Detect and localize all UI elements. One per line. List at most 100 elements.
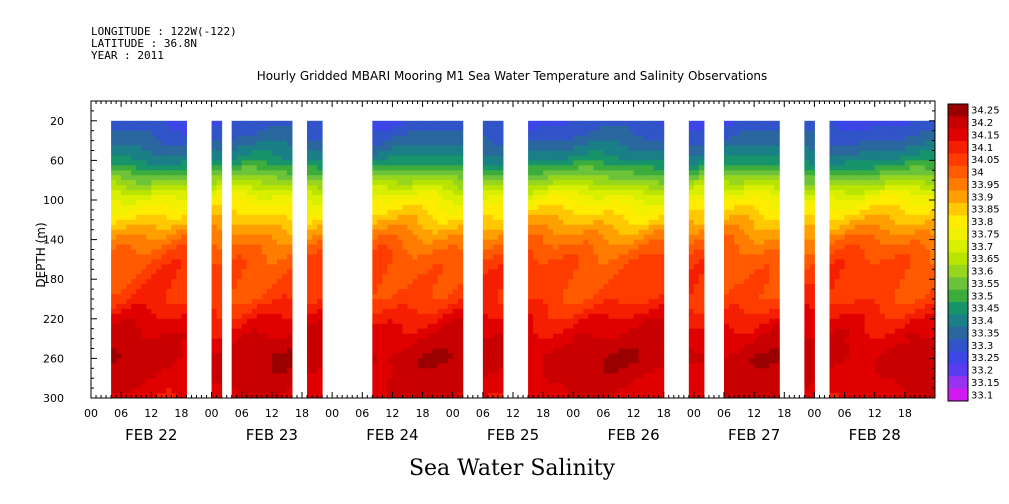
salinity-cell — [558, 175, 564, 181]
salinity-cell — [457, 229, 464, 236]
salinity-cell — [734, 224, 740, 231]
salinity-cell — [417, 318, 424, 325]
salinity-cell — [402, 363, 408, 369]
salinity-cell — [618, 209, 625, 216]
salinity-cell — [281, 214, 288, 221]
salinity-cell — [231, 224, 238, 231]
salinity-cell — [407, 279, 414, 285]
salinity-cell — [648, 323, 655, 330]
salinity-cell — [608, 190, 614, 196]
salinity-cell — [141, 200, 147, 206]
salinity-cell — [558, 303, 564, 310]
salinity-cell — [387, 130, 393, 137]
salinity-cell — [126, 284, 132, 290]
salinity-cell — [246, 195, 253, 201]
salinity-cell — [643, 155, 650, 161]
salinity-cell — [281, 308, 288, 315]
salinity-cell — [643, 125, 650, 132]
salinity-cell — [126, 239, 132, 246]
salinity-cell — [744, 244, 750, 250]
salinity-cell — [407, 239, 414, 246]
salinity-cell — [598, 308, 604, 315]
salinity-cell — [628, 185, 635, 191]
salinity-cell — [161, 200, 167, 206]
salinity-cell — [412, 284, 419, 290]
salinity-cell — [156, 383, 162, 389]
salinity-cell — [116, 323, 122, 330]
salinity-cell — [387, 378, 393, 384]
salinity-cell — [588, 294, 594, 300]
salinity-cell — [126, 249, 132, 255]
salinity-cell — [151, 303, 157, 310]
salinity-cell — [412, 299, 419, 305]
salinity-cell — [216, 234, 223, 241]
salinity-cell — [543, 204, 549, 211]
salinity-cell — [628, 383, 635, 389]
salinity-cell — [382, 244, 388, 250]
salinity-cell — [271, 274, 278, 280]
salinity-cell — [116, 363, 122, 369]
salinity-cell — [688, 130, 695, 137]
salinity-cell — [246, 264, 253, 270]
salinity-cell — [693, 160, 700, 166]
salinity-cell — [573, 269, 579, 275]
salinity-cell — [734, 180, 740, 186]
salinity-cell — [442, 269, 449, 275]
salinity-cell — [628, 303, 635, 310]
salinity-cell — [116, 264, 122, 270]
salinity-cell — [417, 244, 424, 250]
salinity-cell — [211, 378, 218, 384]
salinity-cell — [724, 219, 730, 226]
salinity-cell — [648, 140, 655, 147]
salinity-cell — [146, 388, 152, 394]
salinity-cell — [166, 130, 172, 137]
salinity-cell — [568, 338, 574, 345]
salinity-cell — [633, 214, 640, 221]
salinity-cell — [427, 348, 434, 354]
salinity-cell — [317, 135, 323, 142]
salinity-cell — [698, 284, 705, 290]
salinity-cell — [608, 299, 614, 305]
salinity-cell — [442, 323, 449, 330]
salinity-cell — [588, 224, 594, 231]
salinity-cell — [166, 308, 172, 315]
salinity-cell — [528, 229, 534, 236]
salinity-cell — [241, 195, 248, 201]
salinity-cell — [528, 313, 534, 320]
salinity-cell — [271, 125, 278, 132]
salinity-cell — [653, 155, 660, 161]
salinity-cell — [744, 393, 750, 398]
salinity-cell — [633, 358, 640, 364]
salinity-cell — [171, 259, 177, 265]
salinity-cell — [563, 323, 569, 330]
salinity-cell — [146, 145, 152, 151]
salinity-cell — [482, 388, 489, 394]
salinity-cell — [613, 303, 619, 310]
salinity-cell — [281, 190, 288, 196]
salinity-cell — [136, 328, 142, 335]
salinity-cell — [729, 308, 735, 315]
salinity-cell — [452, 279, 459, 285]
salinity-cell — [688, 388, 695, 394]
salinity-cell — [538, 358, 544, 364]
salinity-cell — [613, 333, 619, 340]
salinity-cell — [271, 244, 278, 250]
salinity-cell — [578, 200, 584, 206]
salinity-cell — [568, 294, 574, 300]
salinity-cell — [603, 393, 609, 398]
salinity-cell — [382, 373, 388, 379]
salinity-cell — [593, 313, 599, 320]
salinity-cell — [417, 393, 424, 398]
salinity-cell — [628, 120, 635, 127]
salinity-cell — [578, 120, 584, 127]
salinity-cell — [276, 363, 283, 369]
salinity-cell — [492, 120, 499, 127]
salinity-cell — [693, 130, 700, 137]
salinity-cell — [457, 289, 464, 295]
salinity-cell — [372, 229, 378, 236]
salinity-cell — [211, 284, 218, 290]
salinity-cell — [744, 120, 750, 127]
salinity-cell — [281, 120, 288, 127]
salinity-cell — [724, 318, 730, 325]
salinity-cell — [181, 135, 187, 142]
